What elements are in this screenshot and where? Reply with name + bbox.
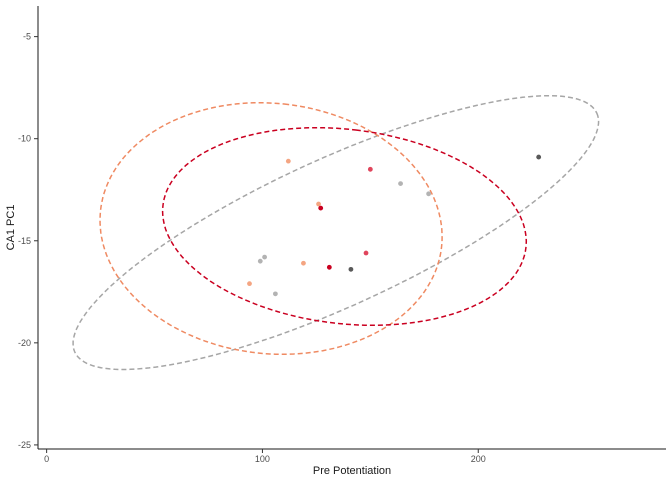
data-point: [326, 264, 332, 270]
plot-area: [72, 94, 600, 371]
data-point: [262, 254, 267, 260]
data-point: [301, 260, 306, 266]
confidence-ellipse-1: [72, 94, 600, 371]
confidence-ellipse-2: [99, 102, 443, 356]
confidence-ellipse-3: [161, 126, 528, 327]
data-point: [285, 158, 291, 164]
data-point: [272, 291, 278, 297]
data-point: [318, 205, 324, 211]
y-tick-label: -20: [18, 338, 31, 348]
data-point: [348, 266, 354, 272]
y-axis-title: CA1 PC1: [5, 205, 17, 251]
y-tick-label: -5: [23, 32, 31, 42]
data-point: [247, 281, 252, 287]
data-point: [316, 201, 321, 207]
axis-ticks: 0 100 200 -5 -10 -15 -20 -25: [18, 32, 486, 464]
y-tick-label: -15: [18, 236, 31, 246]
y-tick-label: -10: [18, 134, 31, 144]
x-tick-label: 100: [255, 454, 270, 464]
x-tick-label: 0: [44, 454, 49, 464]
y-tick-label: -25: [18, 440, 31, 450]
x-tick-label: 200: [471, 454, 486, 464]
data-point: [536, 154, 542, 160]
x-axis-title: Pre Potentiation: [313, 465, 391, 477]
data-point: [363, 250, 369, 256]
data-point: [426, 191, 432, 197]
data-point: [367, 166, 373, 172]
data-point: [257, 258, 263, 264]
data-point: [398, 181, 403, 187]
